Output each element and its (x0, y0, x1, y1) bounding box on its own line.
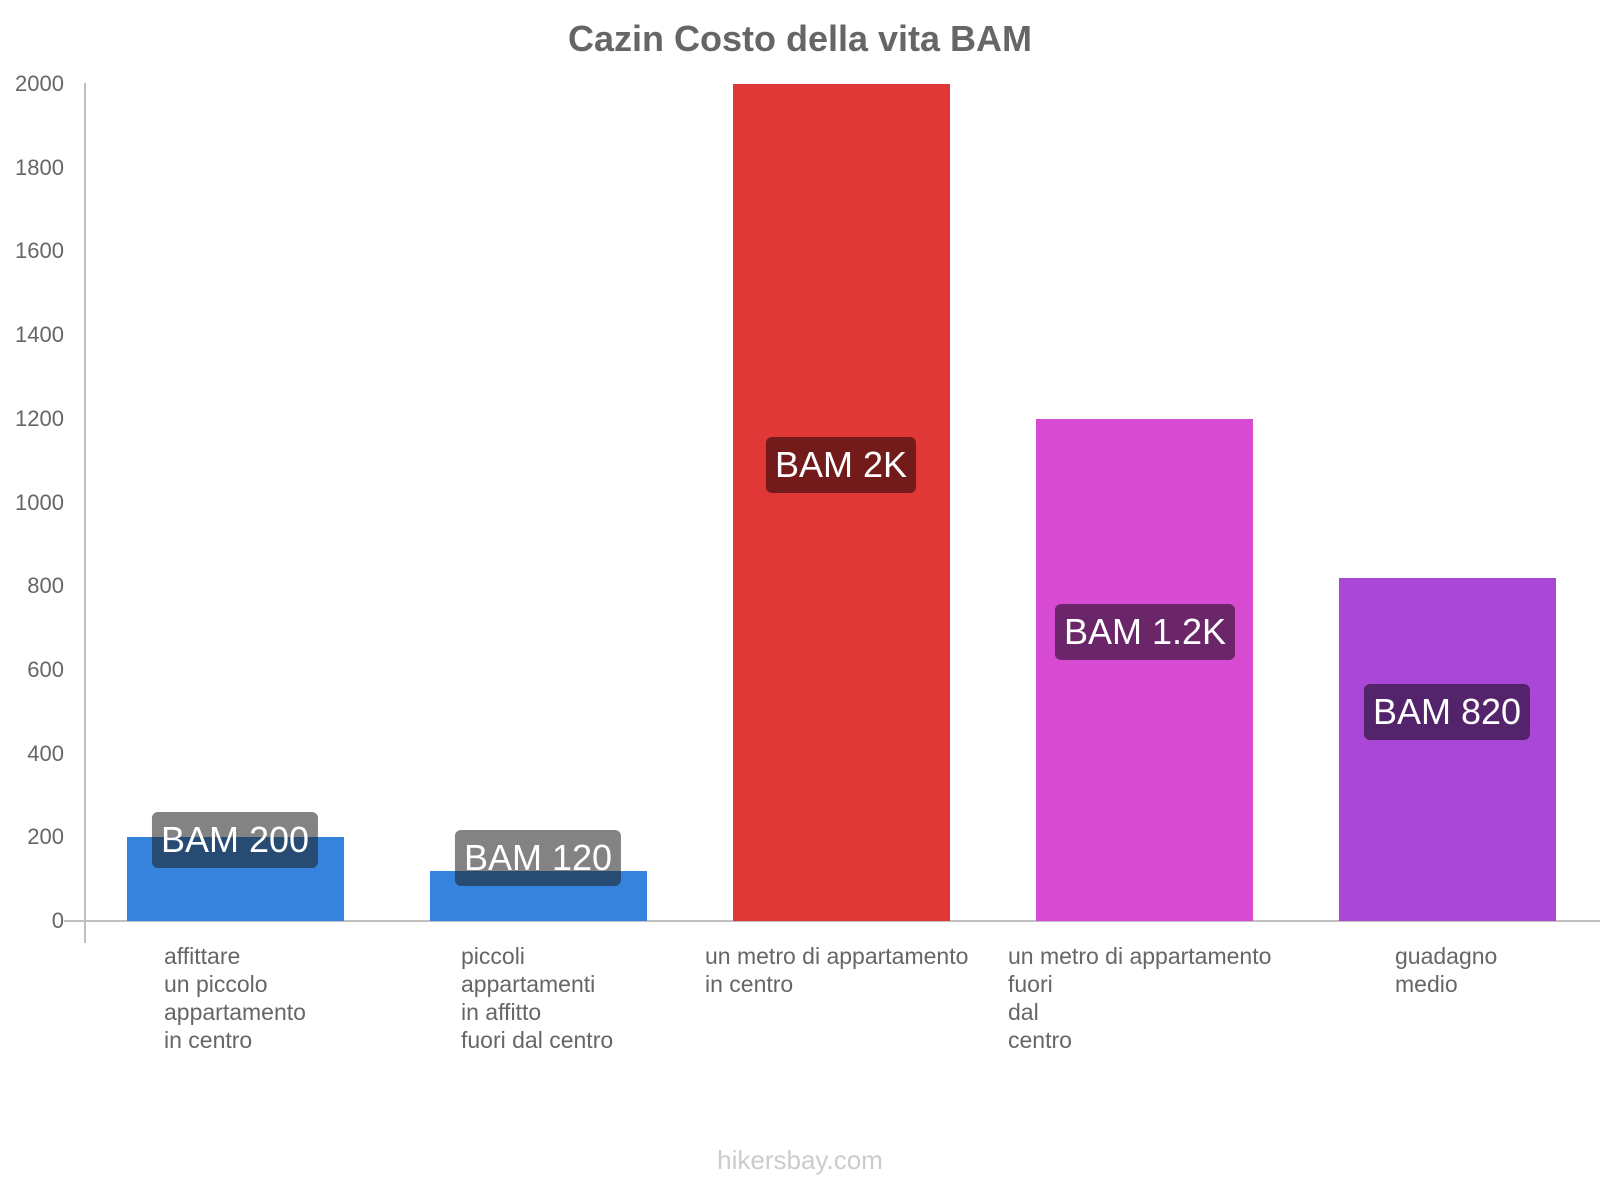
y-tick-400: 400 (27, 740, 64, 766)
y-tick-600: 600 (27, 656, 64, 682)
y-tick-1200: 1200 (15, 405, 64, 431)
chart-title: Cazin Costo della vita BAM (567, 18, 1033, 59)
watermark: hikersbay.com (717, 1145, 883, 1175)
value-label: BAM 120 (454, 830, 622, 886)
y-tick-1000: 1000 (15, 489, 64, 515)
bar-sqm-outside[interactable] (1036, 418, 1253, 921)
y-axis-line (84, 83, 86, 943)
x-label-rent-small-center: affittare un piccolo appartamento in cen… (164, 943, 306, 1053)
y-tick-0: 0 (51, 908, 64, 933)
value-label: BAM 2K (765, 437, 917, 493)
y-tick-2000: 2000 (15, 71, 64, 96)
x-label-sqm-outside: un metro di appartamento fuori dal centr… (1008, 943, 1272, 1053)
x-label-average-salary: guadagno medio (1395, 943, 1498, 997)
x-label-sqm-center: un metro di appartamento in centro (705, 943, 969, 997)
y-tick-1800: 1800 (15, 154, 64, 180)
value-label: BAM 1.2K (1054, 604, 1236, 660)
x-axis-line (64, 920, 1600, 922)
x-label-rent-small-outside: piccoli appartamenti in affitto fuori da… (461, 943, 614, 1053)
value-label: BAM 820 (1363, 684, 1531, 740)
y-tick-1400: 1400 (15, 322, 64, 348)
bar-average-salary[interactable] (1339, 577, 1556, 921)
y-tick-1600: 1600 (15, 238, 64, 264)
y-tick-800: 800 (27, 573, 64, 599)
value-label: BAM 200 (151, 812, 319, 868)
bar-sqm-center[interactable] (733, 84, 950, 921)
y-tick-200: 200 (27, 824, 64, 850)
